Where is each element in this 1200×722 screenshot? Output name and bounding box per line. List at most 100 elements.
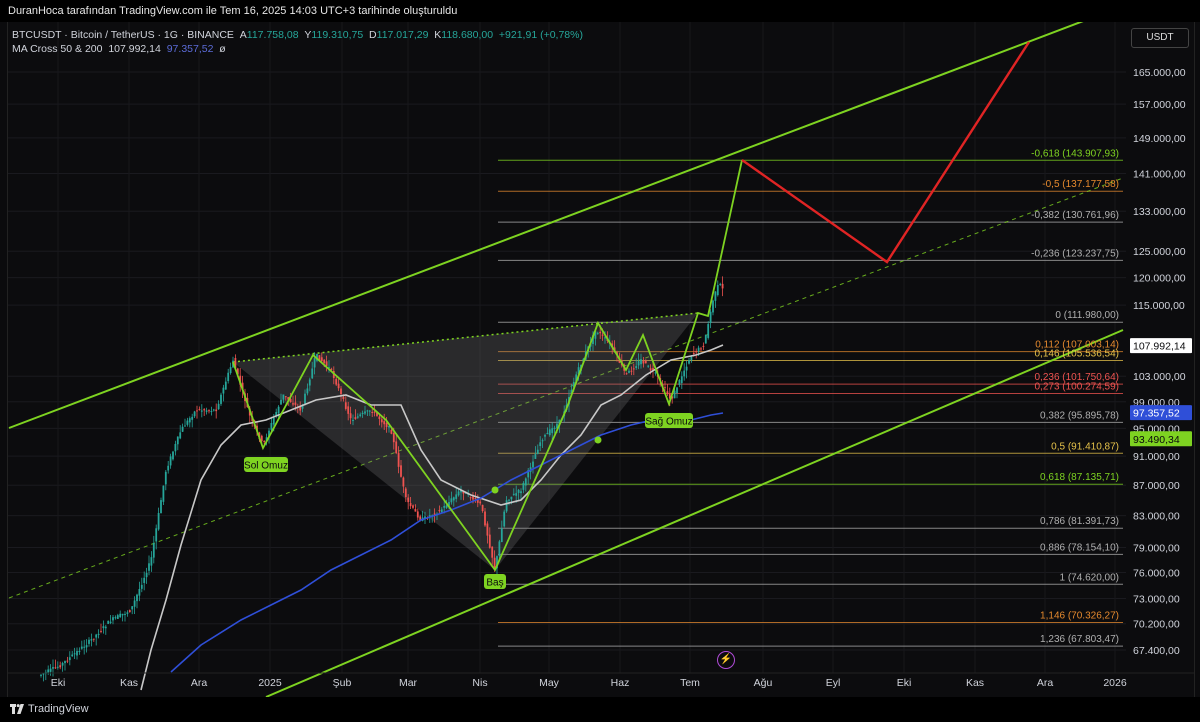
candle-body: [263, 440, 266, 442]
candle-body: [688, 360, 690, 364]
pattern-shading: [233, 313, 698, 570]
candle-body: [88, 639, 90, 644]
signal-dot: [491, 486, 499, 494]
candle-body: [438, 510, 441, 512]
pattern-label-bg: [484, 574, 506, 589]
lightning-icon[interactable]: ⚡: [717, 651, 735, 669]
candle-body: [548, 429, 551, 436]
legend-symbol-row: BTCUSDT · Bitcoin / TetherUS · 1G · BINA…: [12, 28, 583, 42]
candle-body: [373, 411, 376, 413]
candle-body: [440, 509, 443, 513]
candle-body: [356, 416, 359, 418]
candle-body: [97, 633, 100, 635]
candle-body: [450, 498, 453, 503]
candle-body: [575, 374, 578, 384]
candle-body: [282, 394, 285, 400]
price-tick-label: 165.000,00: [1133, 67, 1186, 79]
candle-body: [668, 393, 671, 399]
candle-body: [164, 471, 167, 485]
candle-body: [683, 370, 686, 377]
price-axis: 165.000,00 157.000,00 149.000,00 141.000,00…: [1126, 22, 1194, 697]
candle-body: [112, 617, 114, 621]
candle-body: [227, 372, 230, 382]
candle-body: [690, 355, 693, 361]
candle-body: [277, 406, 280, 414]
candle-body: [361, 412, 364, 414]
candle-body: [390, 429, 393, 434]
candle-body: [416, 511, 419, 518]
candle-body: [532, 461, 534, 468]
change-value: +921,91 (+0,78%): [498, 29, 583, 41]
price-axis-bg: [1126, 22, 1194, 697]
candle-body: [145, 572, 148, 578]
candle-body: [570, 389, 573, 395]
fib-level-label: 0,5 (91.410,87): [1051, 441, 1119, 452]
candle-body: [280, 399, 282, 405]
time-tick-label: Nis: [472, 677, 487, 689]
fib-level-label: 1,236 (67.803,47): [1040, 634, 1119, 645]
price-tick-label: 67.400,00: [1133, 645, 1180, 657]
candle-body: [308, 379, 311, 386]
candle-body: [604, 337, 606, 339]
candle-body: [212, 409, 215, 411]
candle-body: [721, 283, 724, 289]
fib-level-label: 0 (111.980,00): [1055, 310, 1119, 321]
candle-body: [527, 470, 530, 478]
candle-body: [601, 334, 604, 336]
candle-body: [337, 383, 340, 389]
candle-body: [613, 347, 616, 351]
fibonacci-labels: -0,618 (143.907,93) -0,5 (137.177,58) -0,3…: [1031, 148, 1119, 645]
open-label: A: [239, 29, 247, 41]
candle-body: [678, 379, 681, 385]
chart-area[interactable]: -0,618 (143.907,93) -0,5 (137.177,58) -0,3…: [7, 19, 1195, 698]
candle-body: [54, 667, 57, 669]
candle-body: [191, 416, 194, 420]
candle-body: [325, 361, 328, 366]
candle-body: [160, 500, 162, 514]
ma50-value: 107.992,14: [108, 43, 161, 55]
symbol-title: BTCUSDT · Bitcoin / TetherUS · 1G · BINA…: [12, 29, 234, 41]
time-tick-label: Ara: [1037, 677, 1054, 689]
candle-body: [392, 433, 395, 443]
candle-body: [460, 489, 462, 493]
candle-body: [716, 285, 719, 296]
low-value: 117.017,29: [376, 29, 429, 41]
currency-button[interactable]: USDT: [1131, 28, 1189, 48]
pattern-label: Baş: [486, 578, 503, 589]
candle-body: [551, 428, 554, 434]
candle-body: [366, 410, 369, 412]
candle-body: [469, 497, 472, 499]
candle-body: [680, 376, 683, 384]
price-badge-bg: [1130, 338, 1192, 354]
candle-body: [515, 493, 518, 496]
candle-body: [484, 511, 486, 526]
attribution-bar: DuranHoca tarafından TradingView.com ile…: [0, 0, 1200, 22]
candle-body: [208, 410, 210, 412]
candle-body: [496, 556, 498, 569]
candle-body: [150, 557, 153, 566]
candle-body: [104, 626, 107, 629]
pattern-label: Sağ Omuz: [645, 417, 692, 428]
candle-body: [488, 534, 491, 548]
candle-body: [287, 397, 290, 400]
candle-body: [522, 482, 525, 490]
candle-body: [628, 370, 630, 373]
candle-body: [294, 402, 297, 405]
time-tick-label: 2026: [1103, 677, 1127, 689]
pattern-label-bg: [244, 457, 288, 472]
candle-body: [138, 588, 141, 596]
projection-path-line: [741, 41, 1031, 264]
candle-body: [503, 511, 506, 527]
candle-body: [376, 412, 378, 416]
candle-body: [186, 420, 189, 425]
candle-body: [52, 667, 54, 669]
price-chart[interactable]: -0,618 (143.907,93) -0,5 (137.177,58) -0,3…: [8, 19, 1194, 698]
candle-body: [234, 358, 237, 368]
candle-body: [107, 620, 110, 624]
candle-body: [301, 404, 304, 409]
time-tick-label: Ağu: [754, 677, 773, 689]
candle-body: [270, 423, 273, 430]
candle-body: [635, 366, 638, 369]
time-tick-label: Kas: [966, 677, 984, 689]
candle-body: [481, 504, 484, 511]
